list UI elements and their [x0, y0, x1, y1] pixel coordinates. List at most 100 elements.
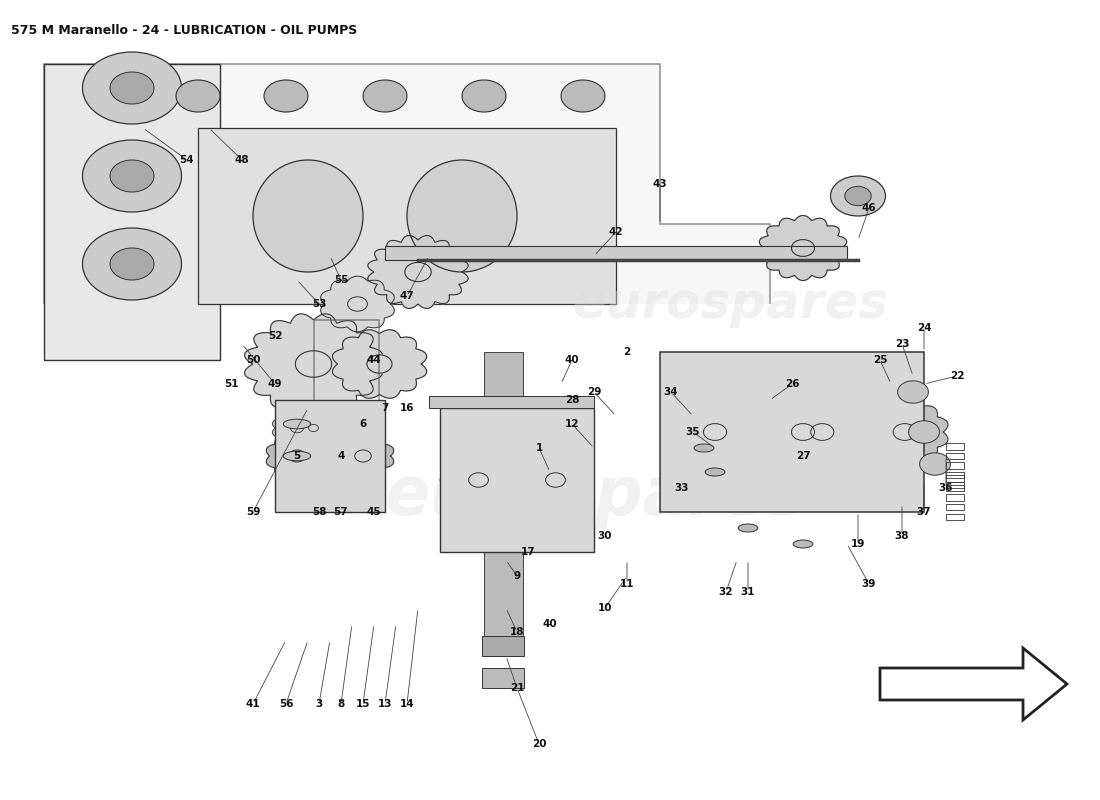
Text: 4: 4	[338, 451, 344, 461]
Circle shape	[363, 80, 407, 112]
Text: 16: 16	[399, 403, 415, 413]
Polygon shape	[670, 400, 758, 464]
Text: 29: 29	[586, 387, 602, 397]
Bar	[429, 396, 594, 408]
Bar	[660, 352, 924, 512]
Bar	[946, 462, 964, 469]
Text: 40: 40	[564, 355, 580, 365]
Circle shape	[295, 350, 332, 377]
Ellipse shape	[738, 524, 758, 532]
Circle shape	[893, 424, 916, 440]
Text: 2: 2	[624, 347, 630, 357]
Text: 34: 34	[663, 387, 679, 397]
Bar	[484, 352, 522, 656]
Circle shape	[561, 80, 605, 112]
Bar	[385, 246, 847, 260]
Bar	[440, 408, 594, 552]
Text: 51: 51	[223, 379, 239, 389]
Polygon shape	[332, 330, 427, 398]
Text: 45: 45	[366, 507, 382, 517]
Text: 44: 44	[366, 355, 382, 365]
Polygon shape	[367, 235, 469, 309]
Bar	[946, 514, 964, 520]
Polygon shape	[244, 314, 383, 414]
Text: 42: 42	[608, 227, 624, 237]
Text: 1: 1	[536, 443, 542, 453]
Circle shape	[82, 228, 182, 300]
Text: 32: 32	[718, 587, 734, 597]
Text: 23: 23	[894, 339, 910, 349]
Text: 21: 21	[509, 683, 525, 693]
Text: 22: 22	[949, 371, 965, 381]
Text: 31: 31	[740, 587, 756, 597]
Polygon shape	[266, 433, 328, 479]
Bar	[946, 453, 964, 459]
Bar	[946, 443, 964, 450]
Bar	[946, 475, 964, 482]
Bar	[946, 472, 964, 478]
Text: 15: 15	[355, 699, 371, 709]
Text: 40: 40	[542, 619, 558, 629]
Circle shape	[546, 473, 565, 487]
Text: 36: 36	[938, 483, 954, 493]
Text: 52: 52	[267, 331, 283, 341]
Ellipse shape	[407, 160, 517, 272]
Circle shape	[792, 240, 814, 256]
Text: 8: 8	[338, 699, 344, 709]
Text: 58: 58	[311, 507, 327, 517]
Polygon shape	[440, 452, 516, 508]
Text: 59: 59	[245, 507, 261, 517]
Circle shape	[290, 423, 304, 433]
Text: 5: 5	[294, 451, 300, 461]
Text: 6: 6	[360, 419, 366, 429]
Text: 3: 3	[316, 699, 322, 709]
Text: 575 M Maranello - 24 - LUBRICATION - OIL PUMPS: 575 M Maranello - 24 - LUBRICATION - OIL…	[11, 24, 358, 37]
Bar	[946, 504, 964, 510]
Circle shape	[176, 80, 220, 112]
Text: 25: 25	[872, 355, 888, 365]
Text: 39: 39	[861, 579, 877, 589]
Text: 43: 43	[652, 179, 668, 189]
Bar	[946, 482, 964, 488]
Bar	[275, 400, 385, 512]
Text: 24: 24	[916, 323, 932, 333]
Bar	[482, 668, 524, 688]
Bar	[198, 128, 616, 304]
Circle shape	[811, 424, 834, 440]
Text: 17: 17	[520, 547, 536, 557]
Text: 28: 28	[564, 395, 580, 405]
Text: 48: 48	[234, 155, 250, 165]
Text: 57: 57	[333, 507, 349, 517]
Text: 13: 13	[377, 699, 393, 709]
Ellipse shape	[253, 160, 363, 272]
Circle shape	[405, 262, 431, 282]
Ellipse shape	[793, 540, 813, 548]
Circle shape	[898, 381, 928, 403]
Text: 10: 10	[597, 603, 613, 613]
Polygon shape	[758, 400, 846, 464]
Text: eurospares: eurospares	[572, 280, 888, 328]
Text: 55: 55	[333, 275, 349, 285]
Text: 20: 20	[531, 739, 547, 749]
Circle shape	[110, 160, 154, 192]
Circle shape	[110, 248, 154, 280]
Circle shape	[845, 186, 871, 206]
Polygon shape	[759, 215, 847, 281]
PathPatch shape	[44, 64, 770, 304]
Polygon shape	[860, 400, 948, 464]
Text: 50: 50	[245, 355, 261, 365]
Circle shape	[792, 424, 814, 440]
Bar	[44, 64, 220, 360]
Text: 19: 19	[850, 539, 866, 549]
Circle shape	[354, 450, 372, 462]
Circle shape	[288, 450, 306, 462]
Text: 47: 47	[399, 291, 415, 301]
Text: 41: 41	[245, 699, 261, 709]
Polygon shape	[778, 400, 866, 464]
Text: 56: 56	[278, 699, 294, 709]
Text: 26: 26	[784, 379, 800, 389]
Ellipse shape	[284, 451, 310, 461]
Ellipse shape	[694, 444, 714, 452]
Text: 18: 18	[509, 627, 525, 637]
Ellipse shape	[705, 468, 725, 476]
